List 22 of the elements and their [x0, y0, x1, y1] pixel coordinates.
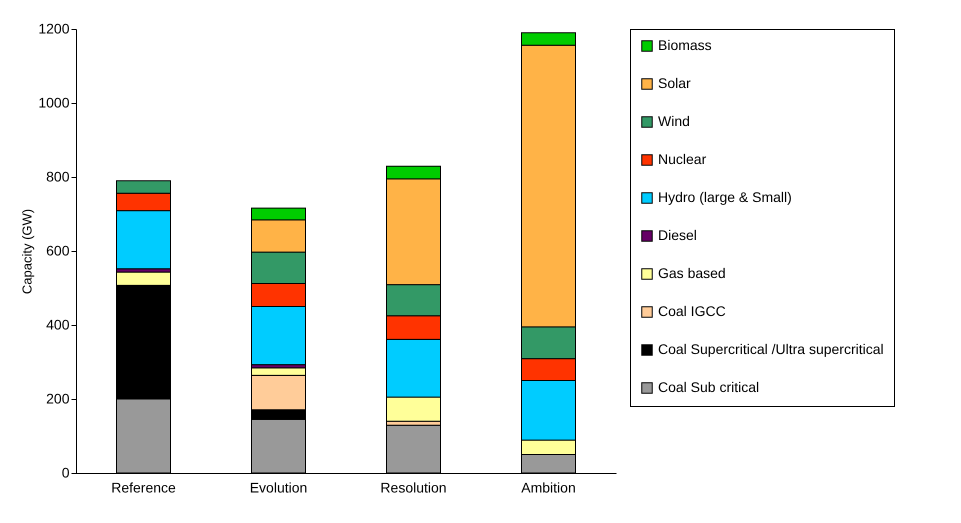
y-tick-label: 200	[46, 390, 70, 406]
legend-label: Biomass	[658, 37, 712, 53]
legend-label: Coal Sub critical	[658, 379, 760, 395]
legend-label: Coal Supercritical /Ultra supercritical	[658, 341, 884, 357]
y-axis-title: Capacity (GW)	[19, 208, 34, 294]
legend-label: Gas based	[658, 265, 726, 281]
legend-label: Wind	[658, 113, 690, 129]
x-tick-label: Resolution	[380, 480, 447, 496]
legend-label: Solar	[658, 75, 692, 91]
y-tick-label: 0	[62, 464, 70, 480]
x-tick-label: Reference	[111, 480, 176, 496]
legend-label: Nuclear	[658, 151, 707, 167]
x-tick-label: Ambition	[521, 480, 576, 496]
y-tick-label: 600	[46, 242, 70, 258]
legend-label: Hydro (large & Small)	[658, 189, 792, 205]
legend-label: Diesel	[658, 227, 697, 243]
y-tick-label: 1200	[38, 20, 70, 36]
y-tick-label: 800	[46, 168, 70, 184]
x-tick-label: Evolution	[250, 480, 308, 496]
legend-label: Coal IGCC	[658, 303, 726, 319]
y-tick-label: 400	[46, 316, 70, 332]
y-tick-label: 1000	[38, 94, 70, 110]
